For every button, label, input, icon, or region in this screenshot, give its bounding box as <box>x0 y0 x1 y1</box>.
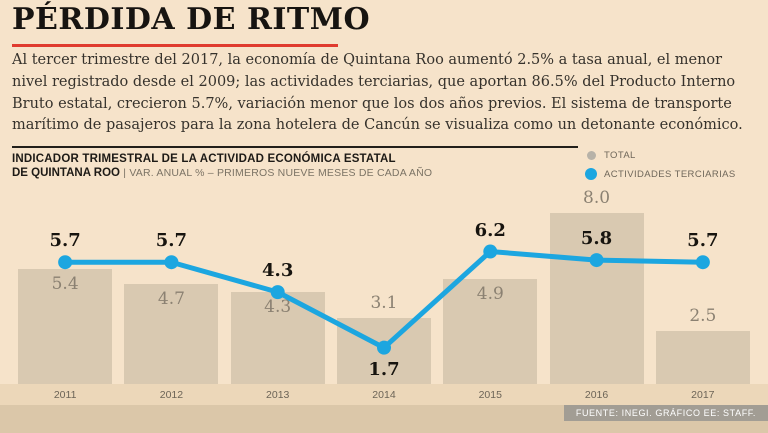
chart-subtitle: VAR. ANUAL % – PRIMEROS NUEVE MESES DE C… <box>129 167 433 179</box>
bar-2017 <box>655 330 750 384</box>
line-point <box>589 253 604 268</box>
legend-dot-actividades-terciarias <box>585 168 597 180</box>
bar-value-label: 4.3 <box>264 297 292 318</box>
bottom-strip: FUENTE: INEGI. GRÁFICO EE: STAFF. <box>0 405 768 433</box>
bar-value-label: 5.4 <box>51 273 79 294</box>
intro-text: Al tercer trimestre del 2017, la economí… <box>12 52 743 134</box>
source-credit: FUENTE: INEGI. GRÁFICO EE: STAFF. <box>563 405 768 421</box>
chart-title-line2: DE QUINTANA ROO | VAR. ANUAL % – PRIMERO… <box>12 167 578 179</box>
bar-2011 <box>18 268 113 384</box>
x-axis: 2011 2012 2013 2014 2015 2016 2017 <box>0 384 768 405</box>
line-path <box>62 249 706 351</box>
bar-value-label: 4.9 <box>476 284 504 305</box>
legend-dot-total <box>586 151 596 160</box>
x-axis-label: 2015 <box>478 389 502 401</box>
chart-title-line1: INDICADOR TRIMESTRAL DE LA ACTIVIDAD ECO… <box>12 153 396 165</box>
line-point <box>270 285 285 300</box>
chart-header: INDICADOR TRIMESTRAL DE LA ACTIVIDAD ECO… <box>12 146 756 180</box>
legend: TOTAL ACTIVIDADES TERCIARIAS <box>584 150 756 180</box>
bar-value-label: 3.1 <box>370 292 398 313</box>
line-point <box>377 340 391 355</box>
bar-value-label: 2.5 <box>689 305 717 326</box>
legend-label: TOTAL <box>604 150 636 161</box>
line-point <box>164 255 179 270</box>
plot-area: 5.4 4.7 4.3 3.1 4.9 8.0 2.5 5.7 5.7 4.3 1.7 6.2 5.8 5… <box>12 188 756 384</box>
line-point <box>483 244 498 259</box>
line-value-label: 5.7 <box>49 230 81 252</box>
line-series <box>58 244 710 355</box>
page-title: PÉRDIDA DE RITMO <box>12 2 371 37</box>
legend-label: ACTIVIDADES TERCIARIAS <box>604 168 736 180</box>
line-value-label: 4.3 <box>262 260 294 282</box>
x-axis-label: 2012 <box>159 389 184 401</box>
line-value-label: 6.2 <box>474 219 506 241</box>
line-value-label: 5.8 <box>580 228 613 250</box>
bar-value-label: 4.7 <box>157 288 185 309</box>
bar-2016 <box>549 213 644 384</box>
legend-dot-wrap <box>584 168 598 180</box>
chart-title-separator: | <box>123 167 127 179</box>
chart-title-line2-bold: DE QUINTANA ROO <box>12 167 120 179</box>
line-value-label: 5.7 <box>687 230 719 252</box>
legend-item-actividades-terciarias: ACTIVIDADES TERCIARIAS <box>584 168 756 180</box>
line-value-label: 5.7 <box>155 230 188 252</box>
title-underline <box>12 44 338 47</box>
chart-title-block: INDICADOR TRIMESTRAL DE LA ACTIVIDAD ECO… <box>12 146 578 180</box>
bar-2015 <box>443 279 538 384</box>
legend-item-total: TOTAL <box>584 150 756 161</box>
bar-2012 <box>124 283 219 384</box>
bar-value-label: 8.0 <box>583 188 611 209</box>
x-axis-label: 2014 <box>372 389 396 401</box>
line-value-label: 1.7 <box>368 358 400 380</box>
legend-dot-wrap <box>584 151 598 160</box>
x-axis-label: 2013 <box>266 389 290 401</box>
x-axis-label: 2017 <box>691 389 715 401</box>
line-point <box>58 255 73 270</box>
x-axis-label: 2016 <box>584 389 609 401</box>
x-axis-label: 2011 <box>53 389 77 401</box>
line-point <box>695 255 710 270</box>
